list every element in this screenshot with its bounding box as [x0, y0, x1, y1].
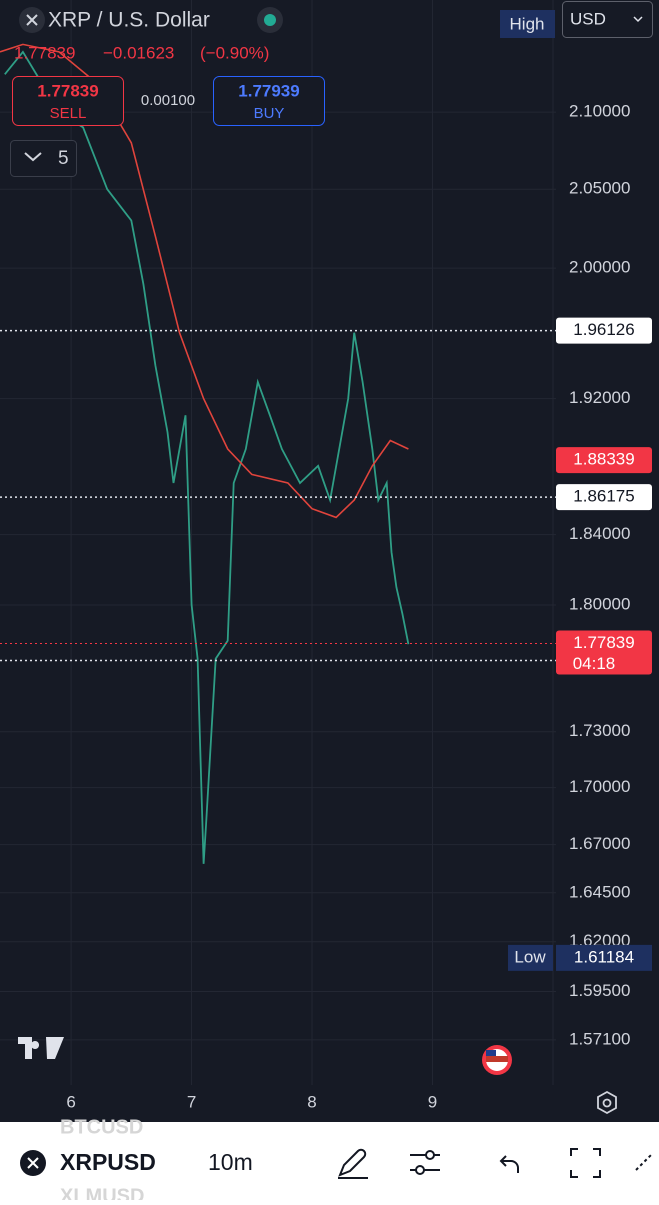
y-tick-label: 2.10000	[569, 102, 630, 121]
buy-price: 1.77939	[238, 81, 299, 100]
symbol[interactable]: XRPUSD	[60, 1149, 156, 1175]
currency-select[interactable]	[562, 1, 653, 38]
buy-button[interactable]	[213, 76, 325, 126]
high-badge	[500, 10, 555, 38]
y-tick-label: 1.92000	[569, 388, 630, 407]
undo-icon[interactable]	[499, 1155, 519, 1173]
status-dot	[264, 14, 276, 26]
axis: 2.10000 2.05000 2.00000 1.92000 1.84000 1.800…	[66, 102, 652, 1111]
sell-label: SELL	[50, 105, 87, 122]
last-price-extra: 04:18	[573, 654, 616, 673]
bottom-bar	[0, 1122, 659, 1200]
sell-price: 1.77839	[37, 81, 98, 100]
flag-stripe	[486, 1056, 508, 1062]
chart-background	[0, 0, 659, 1122]
last-price: 1.77839	[14, 43, 75, 62]
fullscreen-icon[interactable]	[570, 1148, 601, 1178]
low-tag	[508, 944, 553, 971]
y-tick-label: 1.64500	[569, 882, 630, 901]
ghost-symbol: XLMUSD	[60, 1185, 144, 1200]
currency: USD	[570, 9, 606, 28]
tradingview-logo	[18, 1037, 64, 1059]
chevron	[24, 152, 42, 162]
low-box	[556, 944, 652, 971]
slider-knob	[415, 1165, 425, 1175]
chevron	[633, 16, 643, 23]
close-icon-x	[26, 14, 38, 26]
buy-label: BUY	[254, 105, 285, 122]
horizontal-line-label: 1.86175	[573, 487, 634, 506]
grid	[0, 0, 556, 1085]
ghost-symbol: BTCUSD	[60, 1116, 143, 1138]
draw-icon[interactable]	[338, 1148, 368, 1179]
symbol-title: XRP / U.S. Dollar	[48, 9, 210, 32]
indicators-toggle[interactable]	[10, 140, 77, 177]
symbol-icon-x	[27, 1157, 39, 1169]
horizontal-line-box	[556, 484, 652, 511]
y-tick-label: 1.70000	[569, 777, 630, 796]
slider-knob	[425, 1150, 435, 1160]
y-tick-label: 1.73000	[569, 721, 630, 740]
last-price-box	[556, 630, 652, 675]
ma-value-label: 1.88339	[573, 450, 634, 469]
x-tick-label: 8	[307, 1092, 316, 1111]
settings-icon-center	[602, 1098, 612, 1108]
y-tick-label: 1.57100	[569, 1029, 630, 1048]
y-tick-label: 1.80000	[569, 594, 630, 613]
spread: 0.00100	[141, 92, 195, 109]
flag-canton	[486, 1050, 496, 1056]
x-tick-label: 7	[187, 1092, 196, 1111]
high-label: High	[510, 14, 545, 33]
x-tick-label: 9	[428, 1092, 437, 1111]
low-value: 1.61184	[574, 947, 634, 966]
ma-value-box	[556, 447, 652, 474]
price-line	[4, 50, 410, 864]
price-line	[0, 43, 409, 519]
settings-icon[interactable]	[597, 1090, 617, 1115]
y-tick-label: 1.84000	[569, 524, 630, 543]
y-tick-label: 1.59500	[569, 981, 630, 1000]
y-tick-label: 1.67000	[569, 834, 630, 853]
change: −0.01623	[103, 43, 174, 62]
sell-button[interactable]	[12, 76, 124, 126]
horizontal-line-label: 1.96126	[573, 320, 634, 339]
low-tag-label: Low	[514, 947, 546, 966]
indicators-count: 5	[58, 148, 69, 169]
y-tick-label: 2.00000	[569, 258, 630, 277]
horizontal-line-box	[556, 317, 652, 344]
plot	[0, 43, 556, 864]
y-tick-label: 2.05000	[569, 179, 630, 198]
change-pct: (−0.90%)	[200, 43, 269, 62]
x-tick-label: 6	[66, 1092, 75, 1111]
interval[interactable]: 10m	[208, 1149, 253, 1175]
last-price-label: 1.77839	[573, 633, 634, 652]
